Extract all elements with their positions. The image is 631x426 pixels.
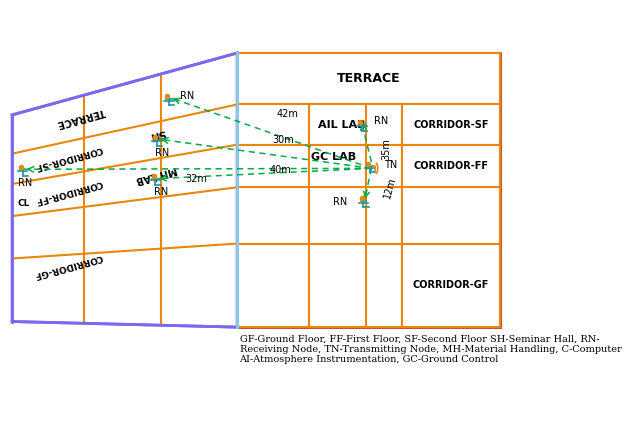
Text: 40m: 40m bbox=[269, 164, 292, 175]
Text: RN: RN bbox=[153, 187, 168, 197]
Text: MH LAB: MH LAB bbox=[135, 164, 179, 184]
Text: RN: RN bbox=[18, 178, 33, 188]
Text: CORRIDOR-FF: CORRIDOR-FF bbox=[33, 178, 103, 205]
Bar bbox=[237, 104, 500, 145]
Text: TERRACE: TERRACE bbox=[55, 106, 106, 129]
Text: GF-Ground Floor, FF-First Floor, SF-Second Floor SH-Seminar Hall, RN-
Receiving : GF-Ground Floor, FF-First Floor, SF-Seco… bbox=[240, 334, 622, 364]
Text: AIL LAB: AIL LAB bbox=[318, 120, 365, 130]
Text: 12m: 12m bbox=[382, 176, 398, 199]
Text: RN: RN bbox=[374, 116, 388, 126]
Text: CL: CL bbox=[18, 199, 30, 208]
Text: TERRACE: TERRACE bbox=[337, 72, 401, 85]
Text: SH: SH bbox=[148, 127, 166, 141]
Text: 30m: 30m bbox=[272, 135, 294, 145]
Bar bbox=[237, 145, 500, 187]
Text: RN: RN bbox=[155, 148, 169, 158]
Text: CORRIDOR-GF: CORRIDOR-GF bbox=[33, 252, 103, 279]
Bar bbox=[237, 187, 500, 244]
Text: GC LAB: GC LAB bbox=[311, 152, 356, 161]
Text: 32m: 32m bbox=[185, 174, 207, 184]
Text: RN: RN bbox=[180, 90, 194, 101]
Text: 35m: 35m bbox=[381, 138, 391, 161]
Text: CORRIDOR-SF: CORRIDOR-SF bbox=[33, 144, 103, 171]
Bar bbox=[237, 53, 500, 327]
Polygon shape bbox=[12, 53, 237, 327]
Text: RN: RN bbox=[333, 196, 347, 207]
Text: CORRIDOR-FF: CORRIDOR-FF bbox=[413, 161, 488, 171]
Text: CORRIDOR-GF: CORRIDOR-GF bbox=[413, 280, 489, 291]
Text: 42m: 42m bbox=[276, 109, 298, 118]
Text: TN: TN bbox=[384, 160, 398, 170]
Text: CORRIDOR-SF: CORRIDOR-SF bbox=[413, 120, 489, 130]
Bar bbox=[237, 244, 500, 327]
Bar bbox=[237, 53, 500, 104]
